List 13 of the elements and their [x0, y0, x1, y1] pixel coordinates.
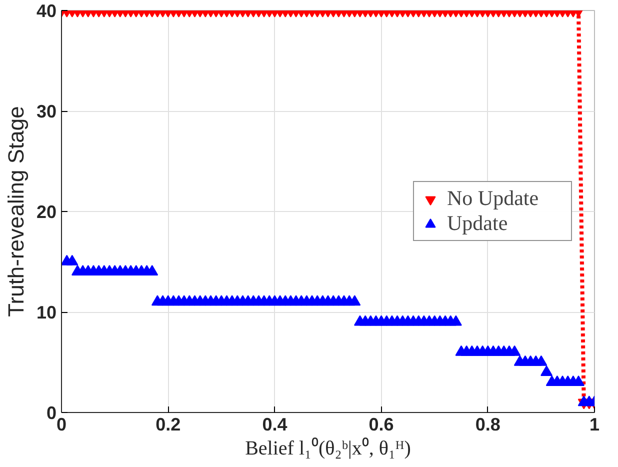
y-tick-label: 30 — [36, 102, 57, 122]
y-axis-title: Truth-revealing Stage — [3, 106, 28, 317]
x-axis-title: Belief l₁⁰(θ₂ᵇ|x⁰, θ₁ᴴ) — [245, 436, 411, 460]
y-tick-label: 20 — [36, 202, 57, 222]
y-tick-label: 40 — [36, 1, 57, 21]
legend-label: No Update — [447, 186, 540, 211]
y-tick-label: 10 — [36, 302, 57, 322]
x-tick-label: 0.4 — [262, 414, 288, 434]
x-tick-label: 0.6 — [368, 414, 394, 434]
x-tick-label: 1 — [589, 414, 600, 434]
legend-label: Update — [447, 211, 509, 236]
x-tick-label: 0.2 — [156, 414, 181, 434]
x-tick-label: 0.8 — [475, 414, 500, 434]
